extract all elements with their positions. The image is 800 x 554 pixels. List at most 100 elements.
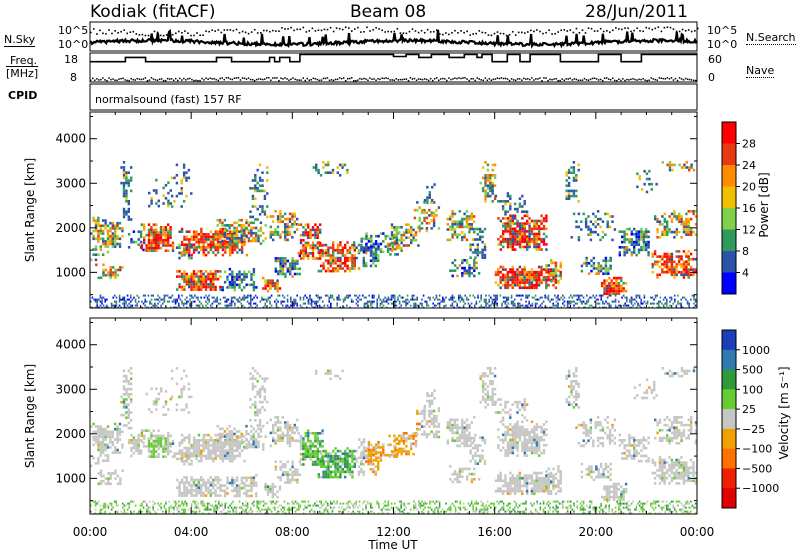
power-cell [143, 228, 146, 232]
velocity-cell [238, 452, 241, 455]
power-cell [628, 227, 631, 231]
power-cell [195, 238, 198, 241]
velocity-cell [238, 445, 241, 449]
velocity-cell [157, 397, 160, 401]
power-cell [550, 259, 553, 262]
velocity-cell [185, 374, 188, 378]
power-cell [178, 246, 181, 249]
power-cell [542, 240, 546, 244]
velocity-cell [99, 451, 102, 454]
power-cell [410, 226, 413, 229]
power-cell [468, 215, 471, 218]
power-cell [577, 225, 581, 229]
power-ground-cell [192, 296, 194, 299]
power-ground-cell [336, 298, 338, 301]
power-cell [666, 163, 669, 167]
power-cell [572, 179, 576, 182]
power-cell [148, 191, 151, 195]
power-cell [518, 270, 522, 274]
power-ground-cell [552, 298, 554, 301]
power-cell [344, 256, 347, 260]
power-cell [509, 219, 512, 223]
power-cell [202, 280, 205, 284]
power-cell [516, 268, 519, 271]
power-cell [322, 264, 325, 268]
power-cell [682, 260, 686, 264]
power-cell [180, 192, 183, 195]
power-ground-cell [581, 300, 583, 303]
power-cell [685, 263, 688, 266]
nave-dot [195, 79, 197, 82]
power-cell [565, 179, 568, 182]
velocity-cell [240, 432, 243, 436]
power-cell [675, 230, 678, 234]
power-cell [264, 282, 267, 285]
power-cell [504, 224, 507, 228]
power-cell [185, 277, 188, 281]
power-cell [245, 226, 248, 230]
power-ground-cell [197, 304, 199, 307]
power-cell [95, 263, 98, 267]
power-ground-cell [373, 300, 375, 303]
nave-dot [516, 78, 519, 80]
velocity-cell [192, 446, 196, 450]
power-cell [159, 239, 163, 242]
velocity-cell [185, 436, 189, 439]
velocity-cell [204, 439, 208, 442]
velocity-cell [157, 392, 160, 396]
velocity-cell [180, 457, 184, 460]
power-cell [395, 246, 398, 250]
velocity-cell [231, 476, 234, 480]
power-cell [150, 241, 153, 245]
power-ground-cell [488, 298, 490, 301]
power-cell [689, 268, 693, 271]
power-cell [226, 246, 229, 249]
power-cell [432, 211, 436, 215]
power-cell [497, 217, 500, 220]
velocity-cell [114, 438, 117, 441]
power-cell [207, 251, 210, 254]
power-ground-cell [130, 306, 132, 308]
velocity-cell [226, 437, 229, 441]
power-cell [224, 248, 227, 252]
velocity-cell [200, 494, 203, 497]
velocity-cell [247, 432, 251, 436]
power-cell [289, 264, 292, 268]
power-cell [528, 222, 531, 225]
power-ground-cell [464, 302, 466, 305]
power-cell [360, 243, 363, 247]
power-cell [554, 274, 558, 278]
power-cell [473, 261, 476, 265]
velocity-cell [207, 452, 210, 455]
power-cell [228, 253, 232, 257]
power-cell [329, 256, 332, 260]
power-cell [675, 250, 678, 253]
power-cell [661, 223, 664, 226]
power-cell [479, 227, 482, 231]
power-cell [369, 243, 373, 247]
power-cell [535, 222, 538, 225]
power-cell [238, 278, 241, 281]
power-cell [336, 269, 340, 273]
power-ground-cell [456, 304, 458, 307]
power-cell [200, 246, 203, 249]
velocity-cell [152, 403, 156, 406]
power-cell [535, 245, 538, 249]
power-cell [663, 225, 666, 229]
power-cell [339, 262, 342, 265]
power-cell [284, 236, 287, 239]
power-cell [540, 270, 543, 274]
power-cell [481, 240, 484, 244]
power-cell [212, 277, 215, 281]
power-ground-cell [235, 298, 238, 301]
power-ground-cell [480, 306, 482, 308]
power-cell [261, 184, 264, 187]
power-cell [302, 252, 305, 255]
velocity-cell [219, 489, 222, 492]
power-cell [99, 276, 103, 280]
velocity-cell [116, 474, 120, 478]
noise-search-dot [478, 30, 481, 32]
nave-dot [646, 79, 648, 82]
power-ground-cell [411, 296, 414, 299]
power-ground-cell [386, 306, 388, 308]
